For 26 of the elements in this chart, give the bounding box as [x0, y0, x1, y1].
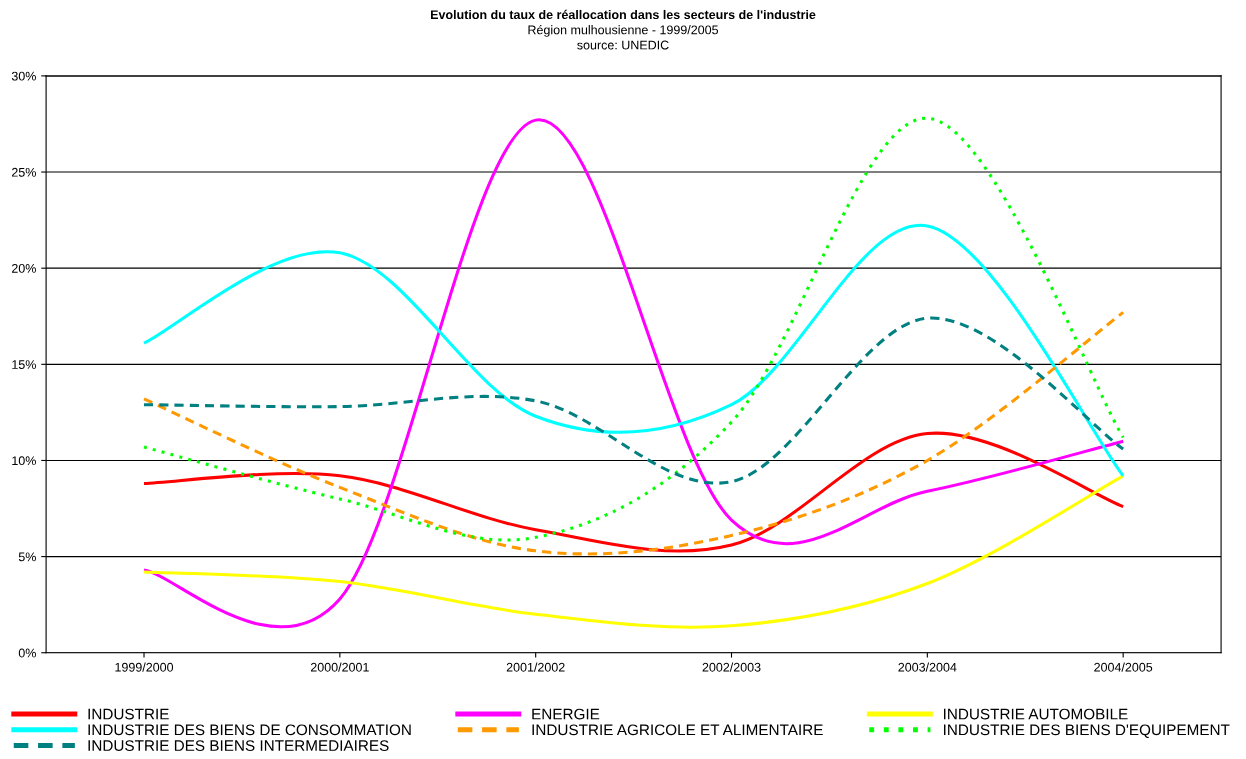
legend-label: INDUSTRIE DES BIENS DE CONSOMMATION: [88, 724, 411, 736]
x-tick-label: 2002/2003: [702, 662, 761, 672]
x-tick-label: 1999/2000: [115, 662, 174, 672]
source-note: source: UNEDIC: [577, 40, 669, 50]
line-series: [142, 316, 1125, 485]
y-tick-label: 10%: [12, 456, 36, 466]
y-tick-label: 15%: [12, 360, 36, 369]
y-tick-label: 5%: [18, 552, 36, 562]
line-series: [142, 474, 1125, 629]
legend-label: INDUSTRIE AUTOMOBILE: [944, 708, 1128, 720]
legend-label: INDUSTRIE AGRICOLE ET ALIMENTAIRE: [532, 724, 823, 736]
x-tick-label: 2004/2005: [1094, 662, 1153, 672]
y-tick-label: 25%: [11, 167, 36, 177]
legend-label: ENERGIE: [532, 708, 600, 720]
y-tick-label: 0%: [18, 648, 36, 658]
x-tick-label: 2003/2004: [898, 662, 957, 672]
line-series: [142, 224, 1125, 478]
legend-label: INDUSTRIE DES BIENS D'EQUIPEMENT: [944, 724, 1230, 738]
y-tick-label: 20%: [11, 263, 36, 273]
x-tick-label: 2000/2001: [310, 662, 369, 672]
y-tick-label: 30%: [11, 71, 36, 81]
chart-subtitle: Région mulhousienne - 1999/2005: [528, 24, 719, 37]
chart-title: Evolution du taux de réallocation dans les secteurs de l'industrie: [431, 9, 816, 20]
x-tick-label: 2001/2002: [506, 662, 565, 672]
legend-label: INDUSTRIE DES BIENS INTERMEDIAIRES: [88, 740, 389, 751]
legend-label: INDUSTRIE: [88, 708, 169, 720]
